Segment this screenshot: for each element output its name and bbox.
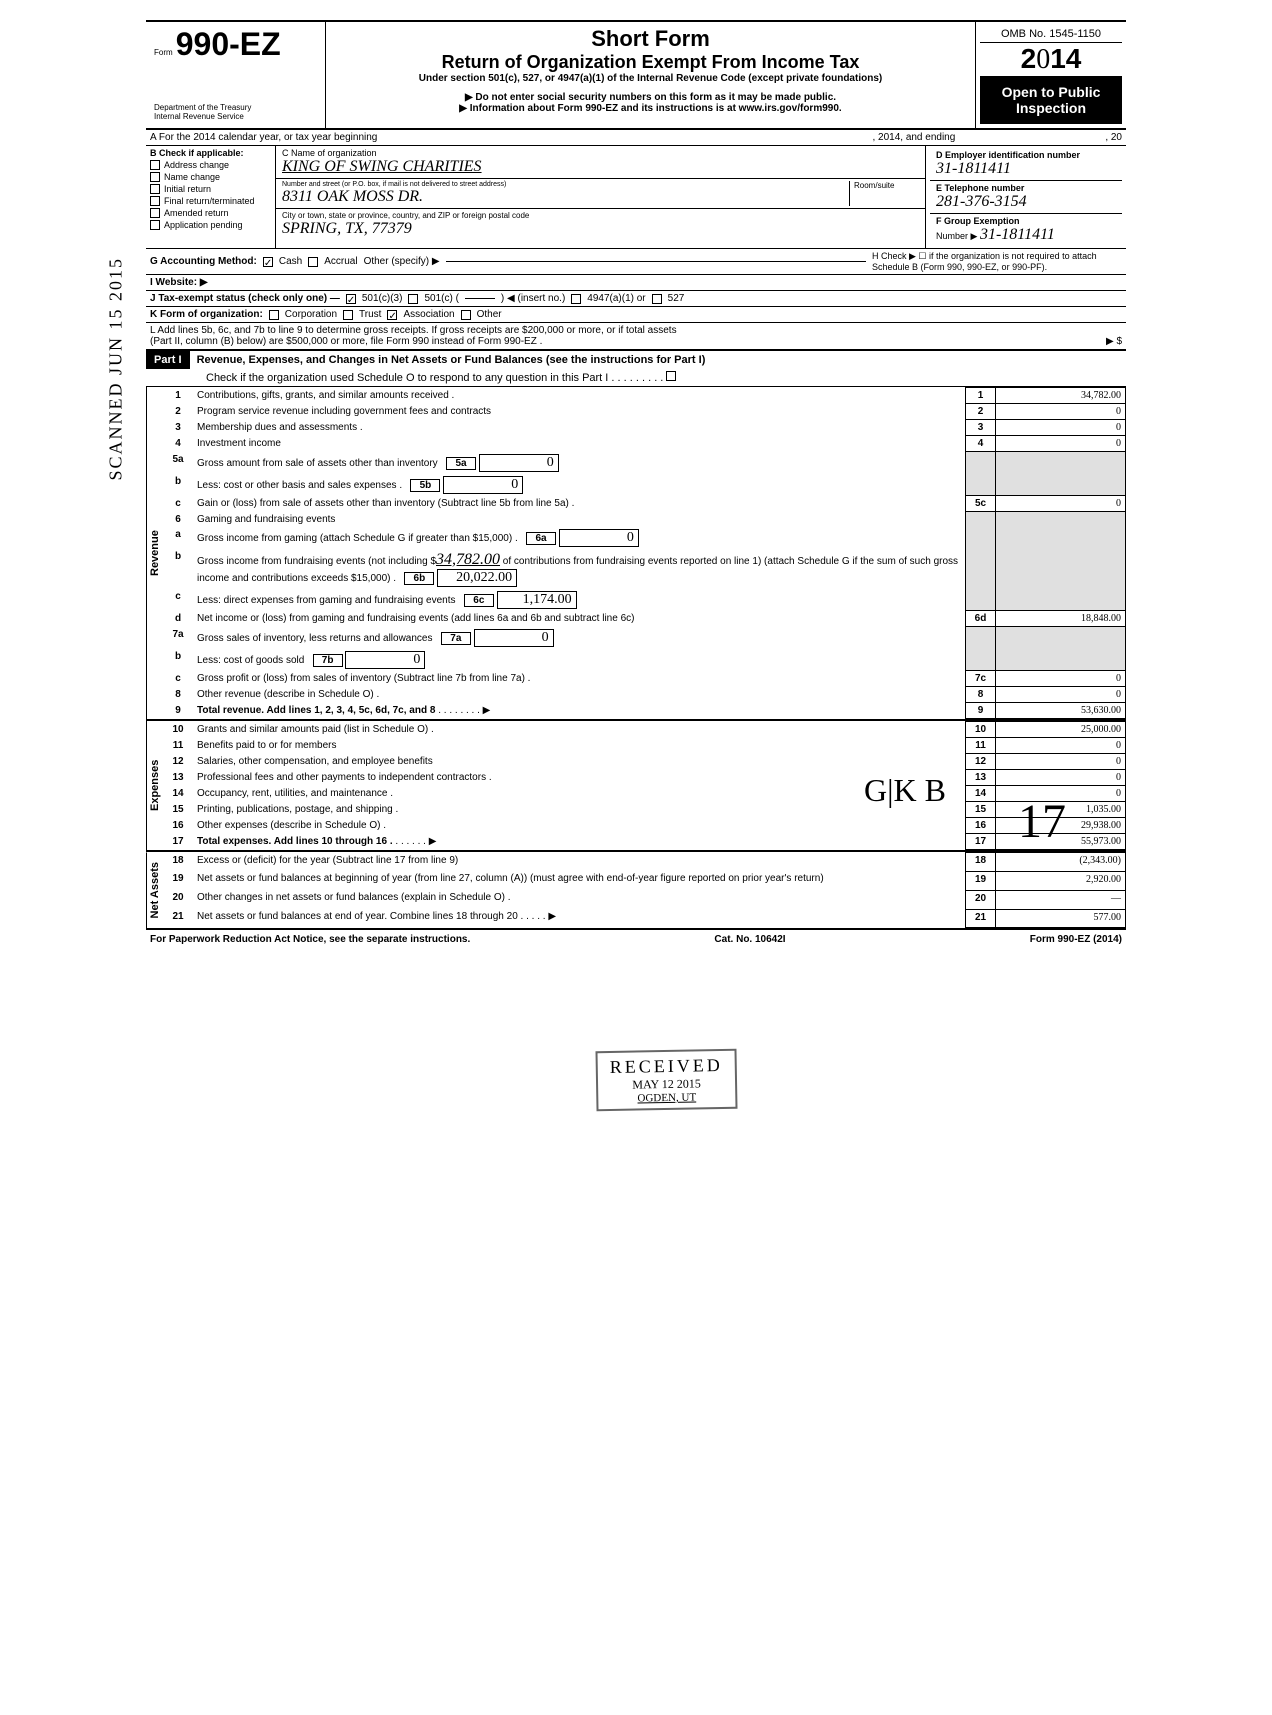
expenses-label: Expenses [146, 721, 163, 850]
addr-label: Number and street (or P.O. box, if mail … [282, 181, 849, 188]
title-short: Short Form [330, 26, 971, 52]
form-page: SCANNED JUN 15 2015 Form 990-EZ Departme… [146, 20, 1126, 949]
f-label: F Group Exemption [936, 216, 1116, 226]
dept-irs: Internal Revenue Service [154, 112, 317, 121]
omb-number: OMB No. 1545-1150 [980, 26, 1122, 43]
check-cash[interactable] [263, 257, 273, 267]
j-label: J Tax-exempt status (check only one) — [150, 293, 340, 304]
org-name: KING OF SWING CHARITIES [282, 158, 919, 176]
group-exemption-num: 31-1811411 [980, 226, 1055, 243]
city-state-zip: SPRING, TX, 77379 [282, 220, 919, 238]
check-address-change[interactable] [150, 160, 160, 170]
warn-info: ▶ Information about Form 990-EZ and its … [330, 103, 971, 114]
signature: G|K B [864, 772, 946, 809]
title-main: Return of Organization Exempt From Incom… [330, 52, 971, 73]
line-a-end: , 20 [1105, 132, 1122, 143]
l-arrow: ▶ $ [1106, 336, 1122, 347]
check-pending[interactable] [150, 220, 160, 230]
open-public-badge: Open to Public Inspection [980, 76, 1122, 124]
check-corp[interactable] [269, 310, 279, 320]
warn-ssn: ▶ Do not enter social security numbers o… [330, 92, 971, 103]
page-number-handwritten: 17 [1018, 794, 1066, 849]
check-amended[interactable] [150, 208, 160, 218]
form-prefix: Form [154, 48, 173, 57]
footer-mid: Cat. No. 10642I [714, 934, 785, 945]
line-a: A For the 2014 calendar year, or tax yea… [146, 130, 1126, 146]
check-schedule-o[interactable] [666, 371, 676, 381]
room-label: Room/suite [854, 181, 919, 190]
dept-treasury: Department of the Treasury [154, 103, 317, 112]
check-name-change[interactable] [150, 172, 160, 182]
i-label: I Website: ▶ [150, 277, 208, 288]
netassets-label: Net Assets [146, 852, 163, 928]
c-label: C Name of organization [282, 148, 919, 158]
check-527[interactable] [652, 294, 662, 304]
entity-block: B Check if applicable: Address change Na… [146, 146, 1126, 249]
check-501c[interactable] [408, 294, 418, 304]
g-other: Other (specify) ▶ [364, 256, 440, 267]
telephone: 281-376-3154 [936, 193, 1116, 211]
b-label: B Check if applicable: [150, 148, 271, 158]
e-label: E Telephone number [936, 183, 1116, 193]
part1-label: Part I [146, 351, 190, 369]
l-text1: L Add lines 5b, 6c, and 7b to line 9 to … [150, 325, 1122, 336]
check-initial-return[interactable] [150, 184, 160, 194]
part1-sub: Check if the organization used Schedule … [206, 372, 614, 384]
title-sub: Under section 501(c), 527, or 4947(a)(1)… [330, 73, 971, 84]
footer: For Paperwork Reduction Act Notice, see … [146, 930, 1126, 949]
check-trust[interactable] [343, 310, 353, 320]
form-number: 990-EZ [176, 26, 281, 62]
form-header: Form 990-EZ Department of the Treasury I… [146, 22, 1126, 130]
city-label: City or town, state or province, country… [282, 211, 919, 220]
l-text2: (Part II, column (B) below) are $500,000… [150, 336, 542, 347]
scanned-stamp: SCANNED JUN 15 2015 [106, 257, 127, 481]
check-4947[interactable] [571, 294, 581, 304]
line-a-mid: , 2014, and ending [872, 132, 955, 143]
tax-year: 2014 [980, 43, 1122, 76]
check-final-return[interactable] [150, 196, 160, 206]
street-address: 8311 OAK MOSS DR. [282, 188, 849, 206]
check-accrual[interactable] [308, 257, 318, 267]
f-num-label: Number ▶ [936, 231, 977, 241]
footer-right: Form 990-EZ (2014) [1030, 934, 1122, 945]
received-stamp: RECEIVED MAY 12 2015 OGDEN, UT [595, 1049, 737, 1111]
g-label: G Accounting Method: [150, 256, 257, 267]
footer-left: For Paperwork Reduction Act Notice, see … [150, 934, 470, 945]
check-assoc[interactable] [387, 310, 397, 320]
k-label: K Form of organization: [150, 309, 263, 320]
d-label: D Employer identification number [936, 150, 1116, 160]
h-text: H Check ▶ ☐ if the organization is not r… [872, 251, 1122, 272]
part1-title: Revenue, Expenses, and Changes in Net As… [193, 352, 710, 368]
check-other-org[interactable] [461, 310, 471, 320]
line-a-text: A For the 2014 calendar year, or tax yea… [150, 132, 377, 143]
ein: 31-1811411 [936, 160, 1116, 178]
part1-header: Part I Revenue, Expenses, and Changes in… [146, 351, 1126, 387]
revenue-label: Revenue [146, 387, 163, 719]
check-501c3[interactable] [346, 294, 356, 304]
